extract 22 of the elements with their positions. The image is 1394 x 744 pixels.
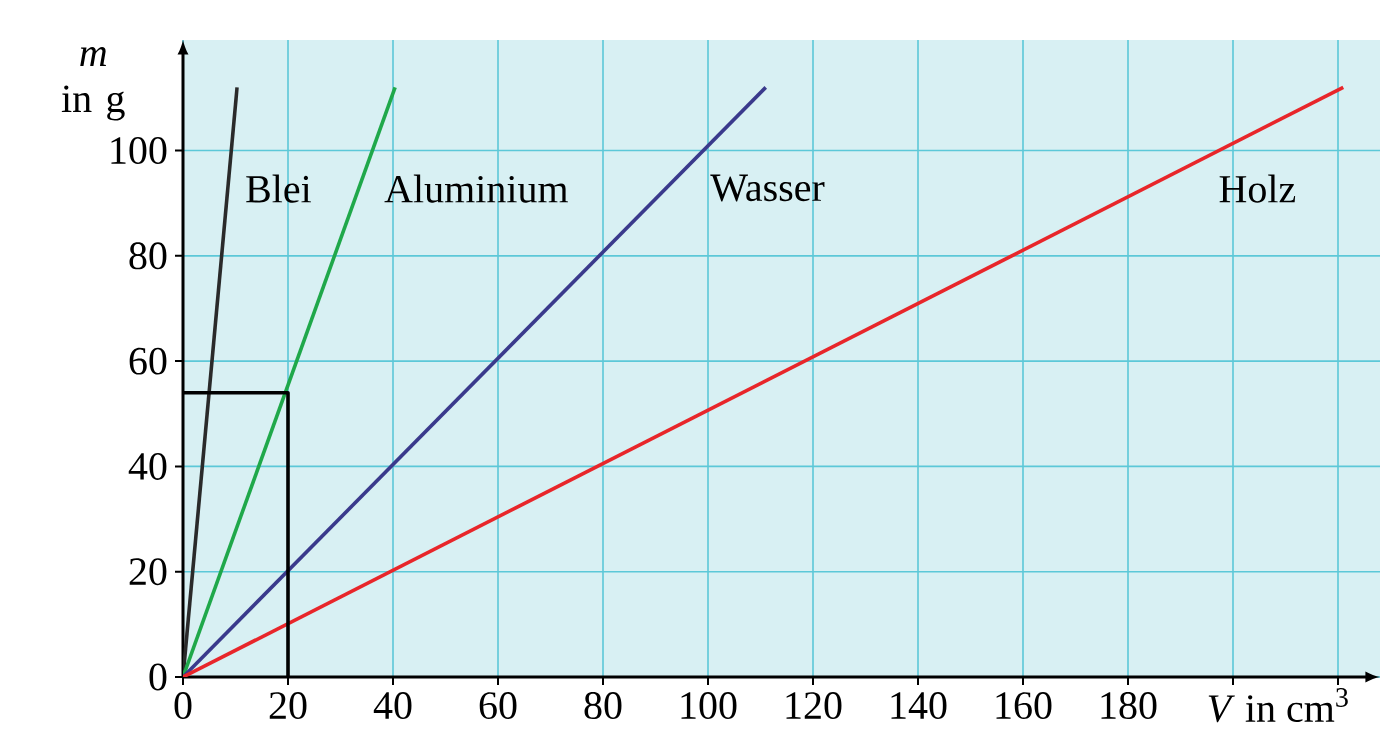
y-tick-label: 40 — [128, 452, 167, 480]
series-label: Holz — [1219, 174, 1296, 203]
x-tick-label: 80 — [584, 692, 622, 720]
y-axis-title: m in g — [61, 47, 125, 121]
x-tick-label: 140 — [891, 692, 947, 720]
y-tick-label: 20 — [129, 558, 167, 586]
y-tick-label: 100 — [111, 137, 167, 165]
x-tick-label: 0 — [174, 692, 192, 720]
series-label: Wasser — [710, 174, 825, 202]
x-tick-label: 180 — [1101, 692, 1157, 720]
series-label: Aluminium — [384, 174, 568, 203]
series-label: Blei — [246, 174, 311, 203]
x-tick-label: 40 — [373, 692, 412, 720]
x-axis-title: V in cm$^{3}$ — [1208, 688, 1348, 723]
x-tick-label: 100 — [681, 692, 737, 720]
y-tick-label: 60 — [129, 347, 167, 375]
x-tick-label: 120 — [786, 692, 842, 720]
x-tick-label: 20 — [269, 692, 307, 720]
y-tick-label: 80 — [129, 242, 167, 270]
x-tick-label: 160 — [996, 692, 1052, 720]
y-tick-label: 0 — [149, 663, 167, 691]
x-tick-label: 60 — [479, 692, 517, 720]
